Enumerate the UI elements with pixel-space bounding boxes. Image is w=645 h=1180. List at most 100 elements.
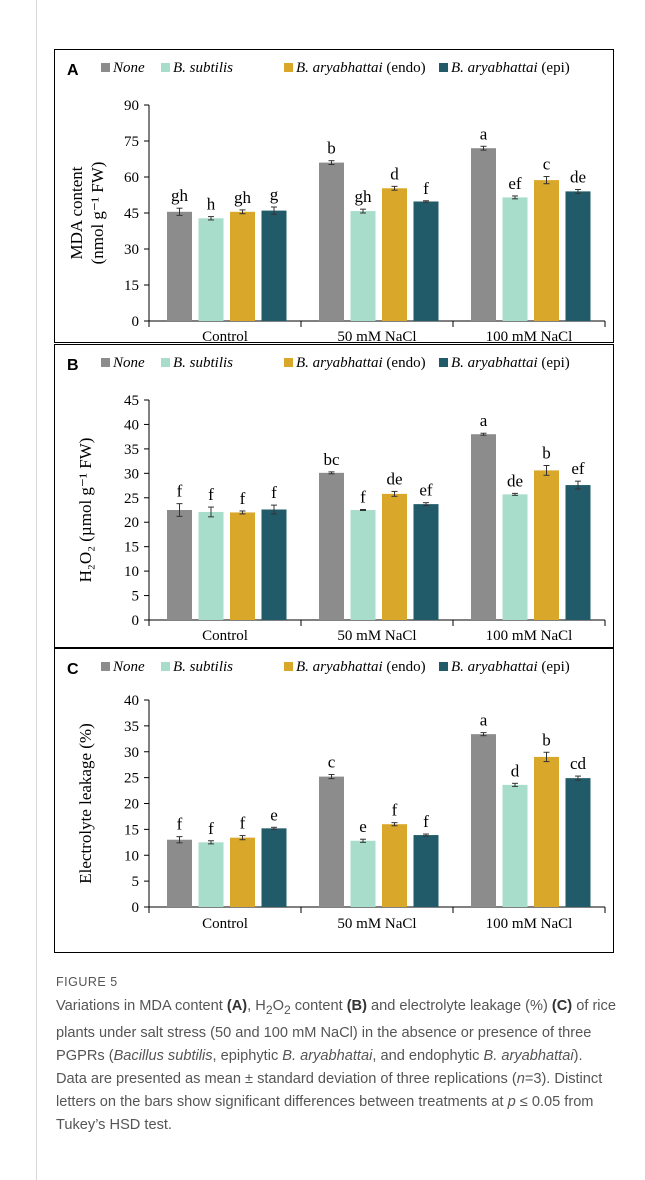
caption-fragment: O [272, 998, 284, 1014]
legend-label: None [112, 60, 145, 76]
legend-label: None [112, 659, 145, 675]
y-tick-label: 40 [124, 693, 139, 709]
y-tick-label: 35 [124, 719, 139, 735]
significance-letter: ef [419, 481, 433, 500]
legend-swatch [439, 358, 448, 367]
bar [198, 842, 224, 907]
bar [261, 828, 287, 907]
significance-letter: h [207, 195, 216, 214]
figure-caption: FIGURE 5 Variations in MDA content (A), … [56, 975, 616, 1137]
legend-swatch [101, 662, 110, 671]
y-tick-label: 15 [124, 540, 139, 556]
y-tick-label: 45 [124, 393, 139, 409]
significance-letter: c [328, 753, 336, 772]
chart-panel-a: A None B. subtilis B. aryabhattai (endo) B. … [54, 49, 614, 344]
y-tick-label: 10 [124, 564, 139, 580]
y-axis-label: (nmol g⁻¹ FW) [88, 162, 107, 265]
y-tick-label: 0 [132, 613, 140, 629]
legend-label: B. aryabhattai (endo) [296, 659, 426, 675]
caption-fragment: B. aryabhattai [282, 1047, 373, 1064]
significance-letter: ef [571, 459, 585, 478]
bar [167, 839, 192, 907]
legend-label: B. aryabhattai (epi) [451, 355, 570, 371]
legend-swatch [284, 63, 293, 72]
y-tick-label: 40 [124, 417, 139, 433]
y-tick-label: 5 [132, 874, 140, 890]
significance-letter: cd [570, 754, 587, 773]
legend-swatch [284, 358, 293, 367]
y-tick-label: 90 [124, 98, 139, 114]
bar [502, 494, 528, 620]
bar [534, 470, 559, 620]
x-category-label: 100 mM NaCl [486, 916, 573, 932]
legend-swatch [161, 358, 170, 367]
significance-letter: f [271, 483, 277, 502]
y-tick-label: 35 [124, 442, 139, 458]
x-category-label: Control [202, 628, 248, 644]
caption-fragment: (A) [226, 998, 248, 1014]
x-category-label: 100 mM NaCl [486, 329, 573, 344]
significance-letter: a [480, 124, 488, 143]
legend-swatch [439, 63, 448, 72]
bar [565, 191, 591, 321]
legend-label: B. aryabhattai (endo) [296, 60, 426, 76]
x-category-label: 100 mM NaCl [486, 628, 573, 644]
caption-fragment: p [507, 1093, 516, 1110]
y-tick-label: 60 [124, 170, 139, 186]
caption-fragment: of rice plants under salt stress (50 and… [56, 998, 616, 1064]
bar [413, 201, 439, 321]
bar [534, 180, 559, 321]
bar [413, 504, 439, 620]
bar [350, 840, 376, 907]
significance-letter: gh [355, 187, 373, 206]
panel-letter: B [67, 357, 79, 374]
bar [198, 511, 224, 620]
caption-fragment: content [290, 998, 347, 1014]
y-tick-label: 15 [124, 278, 139, 294]
legend-swatch [101, 63, 110, 72]
legend-swatch [101, 358, 110, 367]
y-tick-label: 30 [124, 745, 139, 761]
x-category-label: 50 mM NaCl [337, 329, 416, 344]
bar [230, 512, 255, 620]
significance-letter: f [177, 482, 183, 501]
significance-letter: f [360, 488, 366, 507]
figure-caption-text: Variations in MDA content (A), H2O2 cont… [56, 995, 616, 1137]
bar [534, 756, 559, 907]
electrolyte-leakage-chart-svg: C None B. subtilis B. aryabhattai (endo) B. … [67, 659, 606, 932]
caption-fragment: (C) [551, 998, 573, 1014]
significance-letter: de [570, 167, 586, 186]
bar [413, 835, 439, 907]
bar [382, 188, 407, 321]
legend-label: B. aryabhattai (endo) [296, 355, 426, 371]
x-category-label: 50 mM NaCl [337, 628, 416, 644]
y-tick-label: 30 [124, 466, 139, 482]
h2o2-chart-svg: B None B. subtilis B. aryabhattai (endo) B. … [67, 355, 606, 644]
significance-letter: a [480, 711, 488, 730]
significance-letter: g [270, 185, 279, 204]
significance-letter: de [507, 471, 523, 490]
significance-letter: d [511, 761, 520, 780]
significance-letter: de [386, 469, 402, 488]
significance-letter: f [208, 485, 214, 504]
bar [167, 211, 192, 321]
y-tick-label: 0 [132, 314, 140, 330]
significance-letter: bc [323, 450, 340, 469]
legend-swatch [161, 662, 170, 671]
bar [471, 734, 496, 907]
y-tick-label: 20 [124, 515, 139, 531]
caption-fragment: 2 [283, 1002, 291, 1017]
bar [230, 837, 255, 907]
mda-chart-svg: A None B. subtilis B. aryabhattai (endo) B. … [67, 60, 606, 344]
caption-fragment: n [516, 1070, 525, 1087]
y-tick-label: 5 [132, 589, 140, 605]
caption-fragment: , H [247, 998, 266, 1014]
bar [502, 784, 528, 907]
legend-label: B. subtilis [173, 659, 233, 675]
legend-label: B. subtilis [173, 355, 233, 371]
bar [261, 509, 287, 620]
bar [198, 218, 224, 321]
significance-letter: e [270, 805, 278, 824]
page-margin-rule [36, 0, 37, 1180]
significance-letter: f [177, 815, 183, 834]
